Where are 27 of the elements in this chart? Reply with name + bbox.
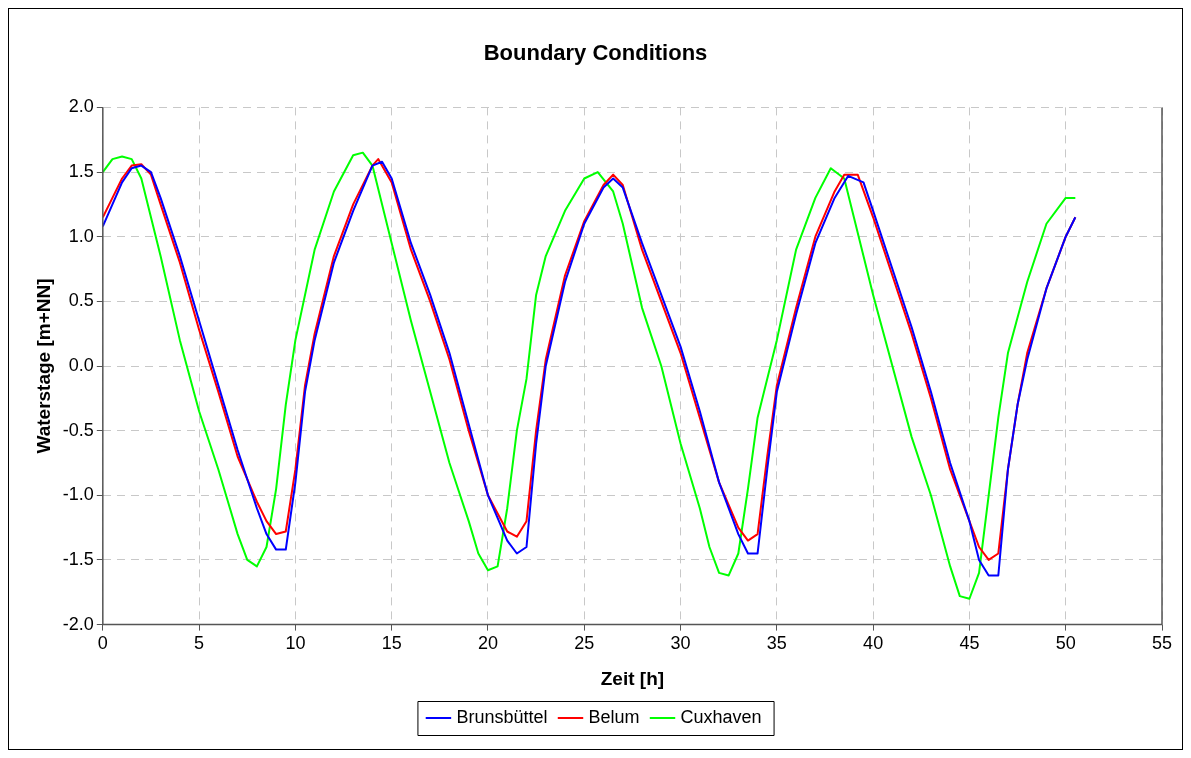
x-tick-label: 35 — [766, 633, 787, 654]
x-tick-label: 50 — [1055, 633, 1076, 654]
y-tick-label: -2.0 — [62, 613, 94, 634]
y-tick-label: 0.0 — [68, 354, 94, 375]
x-tick-label: 45 — [959, 633, 980, 654]
x-tick-label: 40 — [863, 633, 884, 654]
x-tick-label: 25 — [574, 633, 595, 654]
chart-title: Boundary Conditions — [483, 40, 708, 66]
legend-label: Cuxhaven — [680, 706, 762, 727]
x-tick-label: 0 — [97, 633, 108, 654]
legend-label: Belum — [588, 706, 640, 727]
x-tick-label: 55 — [1151, 633, 1173, 654]
y-tick-label: -1.5 — [62, 548, 94, 569]
y-tick-label: 1.0 — [68, 225, 94, 246]
x-tick-label: 20 — [477, 633, 498, 654]
x-tick-label: 30 — [670, 633, 691, 654]
y-tick-label: 0.5 — [68, 290, 94, 311]
x-tick-label: 15 — [381, 633, 402, 654]
y-tick-label: 1.5 — [68, 161, 94, 182]
x-tick-label: 10 — [285, 633, 306, 654]
y-axis-title: Waterstage [m+NN] — [32, 278, 54, 454]
y-tick-label: -1.0 — [62, 484, 94, 505]
x-axis-title: Zeit [h] — [600, 667, 665, 689]
y-tick-label: -0.5 — [62, 419, 94, 440]
legend-label: Brunsbüttel — [456, 706, 548, 727]
y-tick-label: 2.0 — [68, 96, 94, 117]
x-tick-label: 5 — [194, 633, 205, 654]
